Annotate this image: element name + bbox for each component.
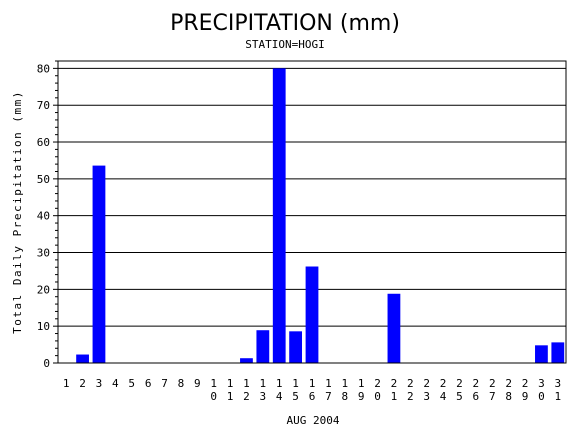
bar-day-21 [387,293,401,363]
y-tick-label: 40 [37,210,50,223]
y-tick-label: 50 [37,173,50,186]
y-tick-label: 20 [37,283,50,296]
y-tick-label: 10 [37,320,50,333]
x-tick-label: 3 [96,377,103,390]
bar-day-30 [535,345,548,363]
bar-day-31 [551,342,565,363]
bar-day-15 [289,331,303,363]
x-axis-ticks: 1 2 3 4 5 6 7 8 9 1 01 11 21 31 41 51 61 71 81 92 02 12 22 32 42… [63,377,561,403]
chart-subtitle: STATION=HOGI [245,38,324,51]
plot-frame [57,60,567,364]
x-tick-label: 2 [79,377,86,390]
x-tick-label: 4 [112,377,119,390]
bar-day-13 [256,330,270,363]
y-tick-label: 70 [37,99,50,112]
x-tick-label: 7 [161,377,168,390]
bar-day-12 [240,358,253,363]
grid-lines [58,67,566,327]
x-axis-label: AUG 2004 [287,414,340,427]
bar-day-16 [305,266,319,363]
y-tick-label: 80 [37,62,50,75]
bar-day-3 [92,165,106,363]
x-tick-label: 6 [145,377,152,390]
bars [76,68,565,364]
y-axis-label: Total Daily Precipitation (mm) [11,90,24,334]
chart-title: PRECIPITATION (mm) [170,11,400,36]
x-tick-label: 1 [63,377,70,390]
y-axis-ticks: 0 10 20 30 40 50 60 70 80 [37,60,58,370]
y-tick-label: 60 [37,136,50,149]
y-tick-label: 0 [43,357,50,370]
x-tick-label: 9 [194,377,201,390]
bar-day-2 [76,354,89,363]
y-tick-label: 30 [37,247,50,260]
bar-day-14 [272,68,286,364]
x-tick-label: 5 [128,377,135,390]
x-tick-label: 8 [178,377,185,390]
